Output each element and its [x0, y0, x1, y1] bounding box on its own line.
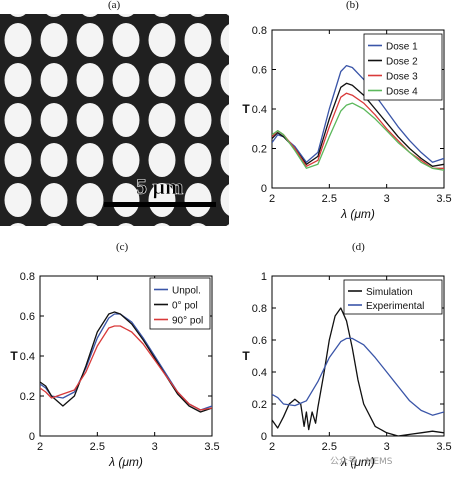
y-axis-label: T: [242, 349, 250, 363]
y-tick-label: 0.6: [20, 311, 35, 323]
y-tick-label: 0.6: [252, 65, 267, 77]
y-axis-label: T: [10, 349, 18, 363]
y-tick-label: 0.8: [252, 25, 267, 37]
series-line-experimental: [272, 337, 444, 416]
series-line-dose-3: [272, 92, 444, 169]
series-line-simulation: [272, 307, 444, 436]
y-tick-label: 1: [261, 271, 267, 283]
series-line-0-pol: [40, 311, 212, 413]
legend-label: Dose 1: [386, 42, 418, 53]
legend-label: 0° pol: [172, 301, 198, 312]
chart-b: 2 2.5 3 3.5 0 0.2 0.4 0.6 0.8 λ (μm) T Dose 1 Dose 2…: [242, 25, 451, 221]
x-tick-label: 3.5: [436, 441, 451, 453]
x-tick-label: 3.5: [436, 193, 451, 205]
series-line-dose-1: [272, 64, 444, 163]
x-axis-label: λ (μm): [108, 455, 143, 469]
sem-image: 5 μm: [0, 14, 229, 226]
watermark: 公众号 · MEMS: [330, 457, 393, 467]
y-tick-label: 0: [29, 431, 35, 443]
y-tick-label: 0.6: [252, 335, 267, 347]
series-line-90-pol: [40, 325, 212, 411]
y-tick-label: 0.2: [20, 391, 35, 403]
plot-frame: [271, 275, 445, 437]
legend-box: [149, 277, 211, 330]
y-tick-label: 0.8: [252, 303, 267, 315]
scale-bar: [104, 202, 216, 207]
y-tick-label: 0.2: [252, 399, 267, 411]
x-axis-label: λ (μm): [340, 455, 375, 469]
y-tick-label: 0: [261, 431, 267, 443]
chart-d: 2 2.5 3 3.5 0 0.2 0.4 0.6 0.8 1 λ (μm) T Simulation E…: [242, 271, 451, 469]
x-tick-label: 2.5: [322, 193, 337, 205]
chart-c: 2 2.5 3 3.5 0 0.2 0.4 0.6 0.8 λ (μm) T Unpol. 0° pol…: [10, 271, 219, 469]
y-tick-label: 0.8: [20, 271, 35, 283]
x-axis-label: λ (μm): [340, 207, 375, 221]
x-tick-label: 2: [269, 441, 275, 453]
legend-label: Simulation: [366, 287, 413, 298]
x-tick-label: 2.5: [322, 441, 337, 453]
x-tick-label: 3: [384, 441, 390, 453]
x-tick-label: 2: [269, 193, 275, 205]
panel-label-b: (b): [346, 0, 359, 11]
panel-label-a: (a): [108, 0, 121, 11]
scale-bar-label: 5 μm: [136, 174, 183, 199]
y-tick-label: 0.4: [252, 104, 267, 116]
x-tick-label: 3: [384, 193, 390, 205]
y-tick-label: 0.2: [252, 144, 267, 156]
legend-label: Dose 2: [386, 57, 418, 68]
legend-label: 90° pol: [172, 316, 203, 327]
x-tick-label: 3: [152, 441, 158, 453]
panel-label-d: (d): [352, 241, 365, 253]
legend-label: Dose 4: [386, 87, 418, 98]
x-tick-label: 2: [37, 441, 43, 453]
y-axis-label: T: [242, 102, 250, 116]
legend-label: Experimental: [366, 301, 424, 312]
legend-box: [343, 279, 443, 315]
x-tick-label: 2.5: [90, 441, 105, 453]
legend-label: Unpol.: [172, 286, 201, 297]
sem-micrograph: 5 μm: [0, 14, 229, 226]
series-line-dose-4: [272, 102, 444, 171]
x-tick-label: 3.5: [204, 441, 219, 453]
legend-label: Dose 3: [386, 72, 418, 83]
y-tick-label: 0.4: [252, 367, 267, 379]
y-tick-label: 0.4: [20, 351, 35, 363]
panel-label-c: (c): [116, 241, 129, 253]
y-tick-label: 0: [261, 183, 267, 195]
